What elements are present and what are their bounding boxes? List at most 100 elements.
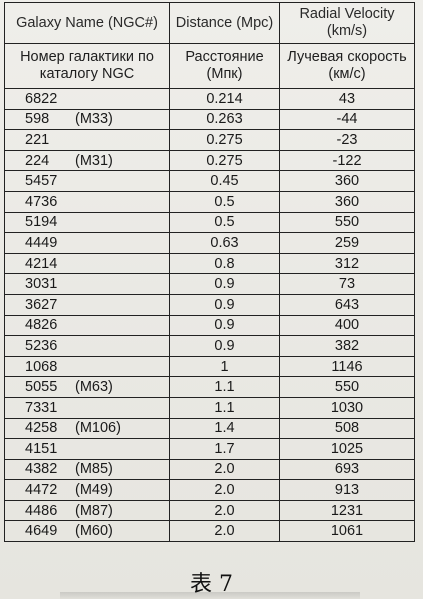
page-edge-shadow (60, 592, 360, 599)
radial-velocity-cell: -23 (279, 129, 415, 151)
ngc-number: 3031 (25, 276, 58, 293)
galaxy-name-cell: 4382 (M85) (4, 458, 170, 481)
galaxy-name: 4826 (17, 316, 157, 334)
distance-cell: 1.1 (169, 376, 280, 398)
table-row: 4382 (M85) 2.0 693 (4, 458, 415, 481)
messier-designation: (M49) (75, 482, 113, 499)
galaxy-name-cell: 3031 (4, 273, 170, 295)
ngc-number: 4151 (25, 440, 58, 457)
ngc-number: 4826 (25, 317, 58, 334)
galaxy-table: Galaxy Name (NGC#) Distance (Mpc) Radial… (4, 2, 415, 543)
header-radial-velocity-ru: Лучевая скорость (км/с) (279, 43, 415, 89)
galaxy-name: 4736 (17, 193, 157, 211)
table-row: 4449 0.63 259 (4, 232, 415, 254)
header-galaxy-name: Galaxy Name (NGC#) (4, 2, 170, 44)
galaxy-name-cell: 4449 (4, 232, 170, 254)
ngc-number: 5055 (25, 379, 58, 396)
messier-designation: (M63) (75, 379, 113, 396)
messier-designation: (M87) (75, 502, 113, 519)
table-row: 4214 0.8 312 (4, 252, 415, 275)
distance-cell: 0.214 (169, 88, 280, 110)
table-row: 4826 0.9 400 (4, 314, 415, 337)
table-row: 4151 1.7 1025 (4, 438, 415, 460)
galaxy-name: 224 (M31) (17, 152, 157, 170)
radial-velocity-cell: 693 (279, 458, 415, 481)
distance-cell: 0.45 (169, 170, 280, 192)
galaxy-name: 6822 (17, 90, 157, 108)
radial-velocity-cell: 508 (279, 417, 415, 440)
table-row: 1068 1 1146 (4, 355, 415, 378)
distance-cell: 0.9 (169, 335, 280, 357)
ngc-number: 4486 (25, 502, 58, 519)
radial-velocity-cell: 312 (279, 252, 415, 275)
radial-velocity-cell: 1030 (279, 396, 415, 419)
radial-velocity-cell: 1231 (279, 499, 415, 522)
galaxy-name: 598 (M33) (17, 110, 157, 128)
ngc-number: 4736 (25, 193, 58, 210)
table-row: 4258 (M106) 1.4 508 (4, 417, 415, 440)
distance-cell: 1.1 (169, 396, 280, 419)
distance-cell: 0.9 (169, 314, 280, 337)
distance-cell: 0.275 (169, 129, 280, 151)
galaxy-name-cell: 1068 (4, 355, 170, 378)
ngc-number: 4258 (25, 420, 58, 437)
galaxy-name-cell: 4736 (4, 190, 170, 213)
galaxy-name-cell: 4649 (M60) (4, 520, 170, 543)
table-row: 5055 (M63) 1.1 550 (4, 376, 415, 398)
table-row: 7331 1.1 1030 (4, 396, 415, 419)
table-row: 4649 (M60) 2.0 1061 (4, 520, 415, 543)
galaxy-name-cell: 5194 (4, 211, 170, 234)
galaxy-name-cell: 5236 (4, 335, 170, 357)
messier-designation: (M33) (75, 111, 113, 128)
galaxy-name: 5236 (17, 337, 157, 355)
distance-cell: 1.7 (169, 438, 280, 460)
distance-cell: 2.0 (169, 499, 280, 522)
messier-designation: (M60) (75, 523, 113, 540)
header-distance-ru: Расстояние (Мпк) (169, 43, 280, 89)
radial-velocity-cell: 550 (279, 376, 415, 398)
distance-cell: 0.63 (169, 232, 280, 254)
radial-velocity-cell: 382 (279, 335, 415, 357)
galaxy-name-cell: 7331 (4, 396, 170, 419)
galaxy-name-cell: 598 (M33) (4, 108, 170, 131)
ngc-number: 5236 (25, 337, 58, 354)
galaxy-name-cell: 5055 (M63) (4, 376, 170, 398)
table-caption: 表 7 (190, 572, 233, 597)
ngc-number: 5457 (25, 173, 58, 190)
galaxy-name-cell: 5457 (4, 170, 170, 192)
galaxy-name: 5194 (17, 213, 157, 231)
galaxy-name: 7331 (17, 399, 157, 417)
radial-velocity-cell: 913 (279, 479, 415, 501)
ngc-number: 4382 (25, 461, 58, 478)
radial-velocity-cell: 643 (279, 293, 415, 316)
table-row: 4736 0.5 360 (4, 190, 415, 213)
table-row: 221 0.275 -23 (4, 129, 415, 151)
distance-cell: 0.5 (169, 190, 280, 213)
distance-cell: 2.0 (169, 479, 280, 501)
table-row: 5194 0.5 550 (4, 211, 415, 234)
ngc-number: 224 (25, 152, 50, 169)
distance-cell: 2.0 (169, 458, 280, 481)
messier-designation: (M85) (75, 461, 113, 478)
table-row: 598 (M33) 0.263 -44 (4, 108, 415, 131)
header-radial-velocity: Radial Velocity (km/s) (279, 2, 415, 44)
ngc-number: 221 (25, 131, 50, 148)
header-galaxy-name-ru: Номер галактики по каталогу NGC (4, 43, 170, 89)
galaxy-name-cell: 4826 (4, 314, 170, 337)
galaxy-name: 4649 (M60) (17, 522, 157, 540)
distance-cell: 0.5 (169, 211, 280, 234)
galaxy-name-cell: 4258 (M106) (4, 417, 170, 440)
galaxy-name-cell: 4472 (M49) (4, 479, 170, 501)
galaxy-name: 3627 (17, 296, 157, 314)
ngc-number: 3627 (25, 296, 58, 313)
ngc-number: 1068 (25, 358, 58, 375)
table-row: 5457 0.45 360 (4, 170, 415, 192)
galaxy-name: 4486 (M87) (17, 502, 157, 520)
messier-designation: (M106) (75, 420, 121, 437)
galaxy-name: 221 (17, 131, 157, 149)
header-distance: Distance (Mpc) (169, 2, 280, 44)
galaxy-name-cell: 4151 (4, 438, 170, 460)
galaxy-name-cell: 224 (M31) (4, 149, 170, 172)
messier-designation: (M31) (75, 152, 113, 169)
